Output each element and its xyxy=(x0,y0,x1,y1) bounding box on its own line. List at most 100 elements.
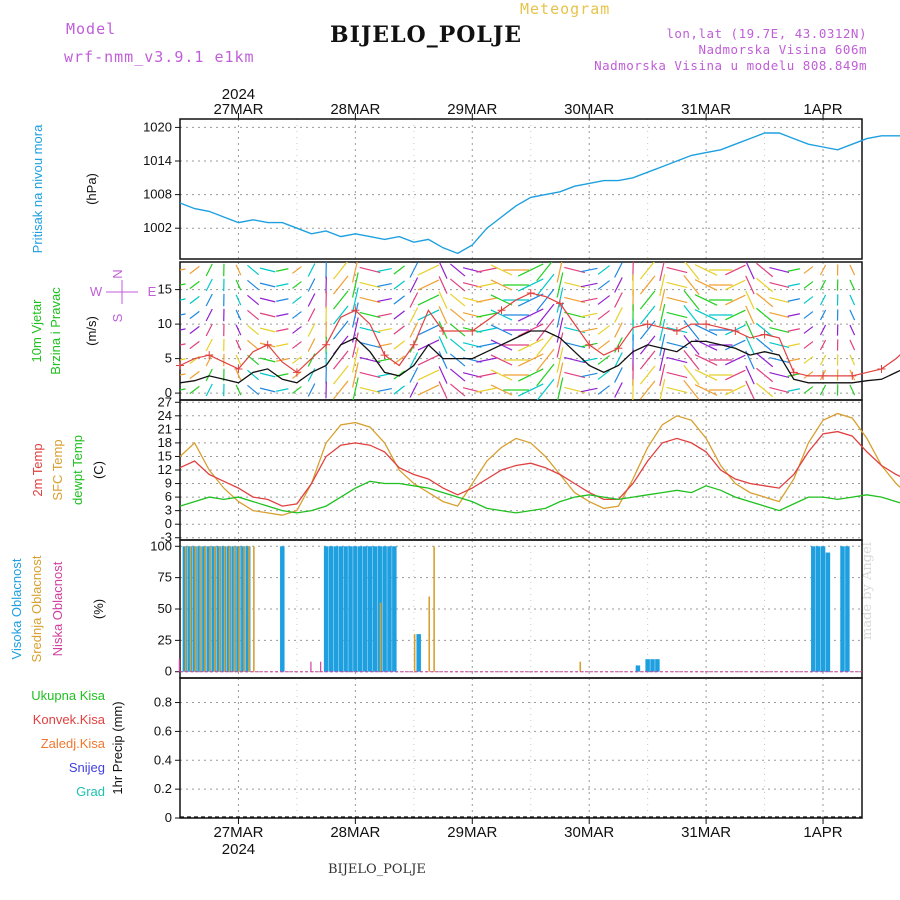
wind-arrow xyxy=(756,292,774,308)
wind-arrow xyxy=(683,320,700,340)
cloud-bar-mid xyxy=(233,546,236,672)
wind-arrow xyxy=(849,294,856,306)
wind-arrow xyxy=(769,372,790,378)
cloud-bar-high xyxy=(811,546,816,672)
mid-cloud-axis-title: Srednja Oblacnost xyxy=(29,555,44,662)
wind-arrow xyxy=(536,348,555,372)
wind-arrow xyxy=(409,367,419,383)
wind-arrow xyxy=(875,284,887,287)
y-tick-label: 1020 xyxy=(143,119,172,134)
wind-arrow xyxy=(377,312,392,318)
wind-arrow xyxy=(725,369,746,381)
wind-arrow xyxy=(756,337,774,353)
wind-arrow xyxy=(556,317,564,343)
wind-arrow xyxy=(875,269,887,272)
wind-arrow xyxy=(849,324,856,336)
wind-arrow xyxy=(849,384,856,396)
wind-arrow xyxy=(247,324,260,336)
cloud-bar-high xyxy=(645,659,650,672)
wind-arrow xyxy=(490,279,513,291)
wind-arrow xyxy=(769,267,790,273)
wind-arrow xyxy=(659,288,666,312)
wind-arrow xyxy=(819,294,827,306)
wind-arrow xyxy=(449,323,466,337)
wind-arrow xyxy=(659,318,666,342)
wind-arrow xyxy=(819,279,827,291)
wind-arrow xyxy=(276,388,289,392)
wind-arrow xyxy=(333,305,349,325)
date-label-top: 30MAR xyxy=(564,101,614,118)
wind-arrow xyxy=(409,292,419,308)
wind-arrow xyxy=(803,341,814,349)
wind-arrow xyxy=(476,297,498,303)
high-cloud-axis-title: Visoka Oblacnost xyxy=(9,558,24,659)
wind-arrow xyxy=(683,290,700,310)
wind-arrow xyxy=(205,338,213,352)
wind-arrow xyxy=(556,347,564,373)
wind-arrow xyxy=(536,262,553,282)
wind-arrow xyxy=(205,323,213,337)
wind-gust-marker xyxy=(409,340,418,349)
wind-arrow xyxy=(849,339,856,351)
y-tick-label: -3 xyxy=(160,530,172,545)
wind-arrow xyxy=(205,293,213,307)
y-tick-label: 100 xyxy=(150,538,172,553)
wind-arrow xyxy=(745,262,755,280)
wind-arrow xyxy=(683,350,700,370)
wind-arrow xyxy=(639,380,656,400)
elevation-label: Nadmorska Visina 606m xyxy=(698,42,867,57)
wind-arrow xyxy=(490,354,513,366)
wind-arrow xyxy=(247,279,260,291)
cloud-bar-low xyxy=(320,661,322,672)
wind-arrow xyxy=(180,358,186,361)
cloud-bar-mid xyxy=(189,546,192,672)
y-tick-label: 0.4 xyxy=(154,752,172,767)
wind-arrow xyxy=(476,372,498,378)
wind-arrow xyxy=(849,354,856,366)
wind-arrow xyxy=(556,272,564,298)
sfc-temp-line xyxy=(179,412,900,516)
y-tick-label: 0.6 xyxy=(154,723,172,738)
wind-arrow xyxy=(875,329,887,332)
wind-arrow xyxy=(639,275,656,295)
cloud-bar-high xyxy=(357,546,363,672)
wind-arrow xyxy=(393,325,405,335)
wind-arrow xyxy=(819,309,827,321)
wind-gust-marker xyxy=(555,299,564,308)
wind-arrow xyxy=(490,309,513,321)
wind-arrow xyxy=(235,369,242,381)
wind-arrow xyxy=(889,314,900,317)
wind-arrow xyxy=(276,298,289,302)
wind-arrow xyxy=(666,296,688,304)
wind-arrow xyxy=(536,333,555,357)
wind-arrow xyxy=(235,279,242,291)
y-tick-label: 1008 xyxy=(143,187,172,202)
cloud-bar-high xyxy=(323,546,329,672)
wind-arrow xyxy=(787,388,800,392)
wind-arrow xyxy=(639,305,656,325)
panel-frame-pressure xyxy=(179,118,863,260)
wind-arrow xyxy=(189,265,200,275)
cloud-bar-high xyxy=(655,659,660,672)
t2m-line xyxy=(179,430,900,507)
wind-arrow xyxy=(417,264,440,276)
wind-arrow xyxy=(787,343,800,347)
wind-gust-marker xyxy=(234,364,243,373)
wind-arrow xyxy=(889,329,900,332)
cloud-bar-mid xyxy=(228,546,231,672)
wind-arrow xyxy=(333,262,348,280)
wind-arrow xyxy=(292,341,302,349)
wind-arrow xyxy=(393,370,405,380)
wind-arrow xyxy=(247,294,260,306)
cloud-bar-mid xyxy=(214,546,216,672)
wind-arrow xyxy=(861,356,862,357)
wind-arrow xyxy=(769,357,790,363)
cloud-bar-mid xyxy=(194,546,197,672)
wind-speed-line xyxy=(179,330,900,384)
wind-arrow xyxy=(247,384,260,396)
wind-arrow xyxy=(666,371,688,379)
wind-gust-marker xyxy=(176,361,184,370)
wind-arrow xyxy=(307,368,316,382)
wind-arrow xyxy=(476,327,498,333)
wind-arrow xyxy=(517,338,544,352)
